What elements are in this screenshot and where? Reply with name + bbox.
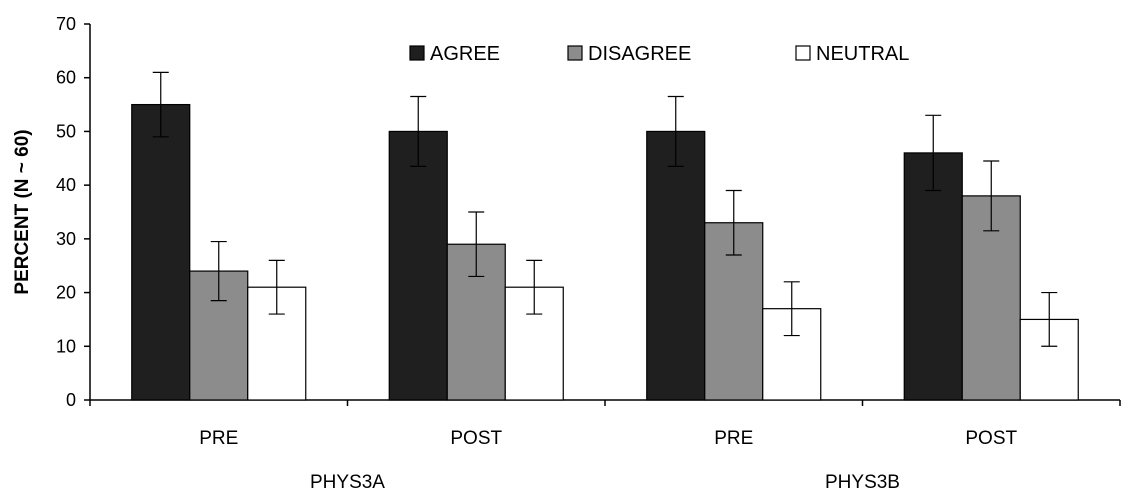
y-tick-label: 40 — [56, 175, 76, 195]
legend-swatch-agree — [409, 45, 425, 61]
legend: AGREE DISAGREE NEUTRAL — [409, 43, 909, 65]
x-tick-label: PRE — [714, 428, 753, 449]
y-ticks: 0 10 20 30 40 50 60 70 — [56, 14, 90, 410]
legend-label-agree: AGREE — [430, 43, 500, 65]
bar-agree-1 — [388, 130, 448, 401]
bar-agree-2 — [646, 130, 706, 401]
y-tick-label: 60 — [56, 68, 76, 88]
y-tick-label: 20 — [56, 283, 76, 303]
legend-swatch-disagree — [567, 45, 583, 61]
x-tick-label: PRE — [199, 428, 238, 449]
x-labels: PRE POST PRE POST PHYS3A PHYS3B — [199, 428, 1017, 492]
y-tick-label: 70 — [56, 14, 76, 34]
legend-swatch-neutral — [795, 45, 811, 61]
bars — [131, 103, 1079, 401]
y-axis-label: PERCENT (N ~ 60) — [12, 129, 33, 294]
group-label: PHYS3A — [310, 472, 385, 492]
bar-agree-0 — [131, 103, 191, 401]
x-tick-label: POST — [450, 428, 502, 449]
y-axis-label-group: PERCENT (N ~ 60) — [12, 129, 33, 294]
y-tick-label: 0 — [66, 390, 76, 410]
legend-label-disagree: DISAGREE — [588, 43, 691, 65]
y-tick-label: 50 — [56, 121, 76, 141]
group-label: PHYS3B — [825, 472, 900, 492]
y-tick-label: 30 — [56, 229, 76, 249]
y-tick-label: 10 — [56, 336, 76, 356]
legend-label-neutral: NEUTRAL — [816, 43, 909, 65]
error-bars — [152, 71, 1058, 347]
x-tick-label: POST — [965, 428, 1017, 449]
